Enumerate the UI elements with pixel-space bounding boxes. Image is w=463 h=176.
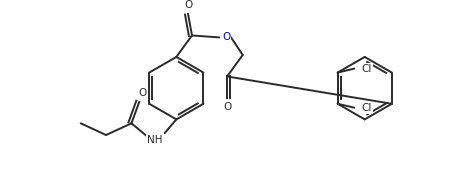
Text: Cl: Cl [362, 103, 372, 113]
Text: O: O [184, 0, 192, 10]
Text: O: O [223, 102, 231, 112]
Text: O: O [138, 88, 146, 98]
Text: NH: NH [147, 135, 163, 145]
Text: O: O [222, 32, 230, 42]
Text: Cl: Cl [362, 64, 372, 74]
